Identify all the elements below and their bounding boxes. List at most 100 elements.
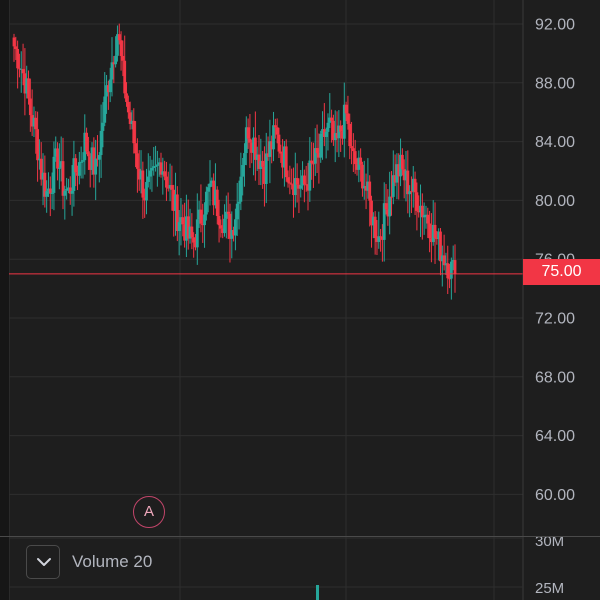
candle-body [83,132,87,161]
candle-body [393,175,397,183]
candlestick [390,170,393,216]
candle-body [350,146,353,149]
candle-body [141,170,145,198]
candlestick [79,146,83,179]
candle-body [226,211,230,214]
candle-body [117,34,121,41]
candlestick [87,136,90,170]
pane-divider[interactable] [0,536,600,537]
candlestick [174,172,177,236]
candle-body [339,125,343,132]
candlestick [30,89,34,136]
candlestick [279,144,283,163]
candle-body [382,203,386,240]
candle-body [344,104,348,114]
candle-body [437,231,441,239]
alert-marker-button[interactable]: A [133,496,165,528]
candle-body [168,185,172,189]
candlestick [415,182,419,231]
candle-body [63,190,67,196]
candle-body [246,127,250,139]
candlestick [183,202,186,248]
candlestick [152,146,156,176]
candle-body [206,187,210,192]
candle-body [34,117,38,130]
candle-body [277,134,281,152]
candle-body [321,129,324,134]
candle-body [79,161,83,163]
candle-body [132,120,136,144]
candlestick [41,153,45,206]
candle-body [41,172,45,180]
candlestick [36,111,39,182]
candlestick [155,150,159,187]
candlestick [388,171,392,235]
candlestick [166,171,170,192]
candle-body [430,238,433,243]
candlestick [366,158,370,199]
candlestick [364,173,368,210]
price-chart[interactable]: 92.0088.0084.0080.0076.0072.0068.0064.00… [0,0,600,536]
candlestick [88,153,92,188]
candle-body [192,237,196,243]
candlestick [206,183,210,213]
candlestick [54,136,58,162]
candlestick [141,161,145,219]
candle-body [215,189,219,217]
candle-body [121,55,125,61]
candle-body [332,120,335,141]
candlestick [283,141,286,187]
candlestick [14,36,18,61]
candlestick [402,159,406,199]
candle-body [440,255,444,262]
candlestick [295,163,299,203]
candle-body [223,218,226,234]
candlestick [136,138,139,193]
candlestick [201,203,205,243]
candlestick [99,104,103,178]
candle-body [212,180,216,206]
candlestick [424,205,428,229]
candlestick [397,153,401,200]
candlestick [157,157,161,177]
candle-body [361,164,364,189]
candle-body [32,117,36,127]
candlestick [243,143,246,187]
volume-axis-label-25m: 25M [535,580,564,597]
candlestick [163,160,167,181]
candlestick [377,211,381,249]
candle-body [172,189,176,211]
candle-body [446,263,450,279]
candlestick [48,176,52,217]
candlestick [185,194,188,258]
candle-body [96,158,99,160]
candle-body [322,129,326,137]
candlestick [344,101,348,122]
candlestick [250,139,254,164]
collapse-volume-button[interactable] [26,545,60,579]
candle-body [290,183,294,185]
candlestick [319,130,323,163]
candlestick [355,158,359,176]
candle-body [355,164,359,170]
candle-body [308,160,312,191]
candlestick [90,142,94,175]
candle-body [448,278,451,280]
candle-body [435,238,439,240]
candlestick [244,116,248,166]
chevron-down-icon [37,558,51,566]
candlestick [67,178,70,194]
candle-body [250,142,254,153]
candlestick [39,142,43,186]
candle-body [152,166,156,168]
candlestick [301,161,304,190]
candle-body [366,181,370,191]
candlestick [255,146,259,171]
candlestick [208,160,212,206]
candlestick [346,95,350,130]
candlestick [215,186,219,225]
candlestick [263,146,266,207]
candle-body [108,79,112,93]
volume-pane[interactable]: 30M 25M [0,537,600,600]
